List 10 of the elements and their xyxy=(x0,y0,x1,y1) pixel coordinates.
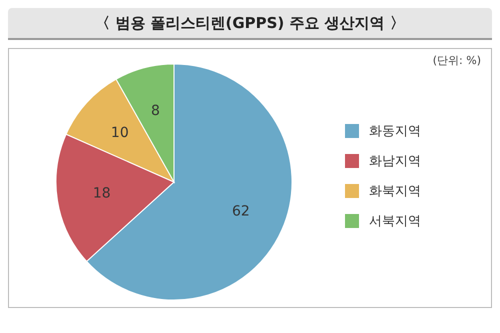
data-label: 8 xyxy=(150,103,160,120)
data-label: 18 xyxy=(92,186,111,202)
legend-label: 서북지역 xyxy=(369,214,421,229)
chart-title: 〈 범용 폴리스티렌(GPPS) 주요 생산지역 〉 xyxy=(8,8,492,40)
legend-label: 화남지역 xyxy=(369,154,421,169)
text: (단위: %) xyxy=(432,53,481,68)
legend-label: 화북지역 xyxy=(369,184,421,199)
data-label: 62 xyxy=(232,204,250,220)
legend-label: 화동지역 xyxy=(369,124,421,139)
data-label: 10 xyxy=(110,124,129,141)
